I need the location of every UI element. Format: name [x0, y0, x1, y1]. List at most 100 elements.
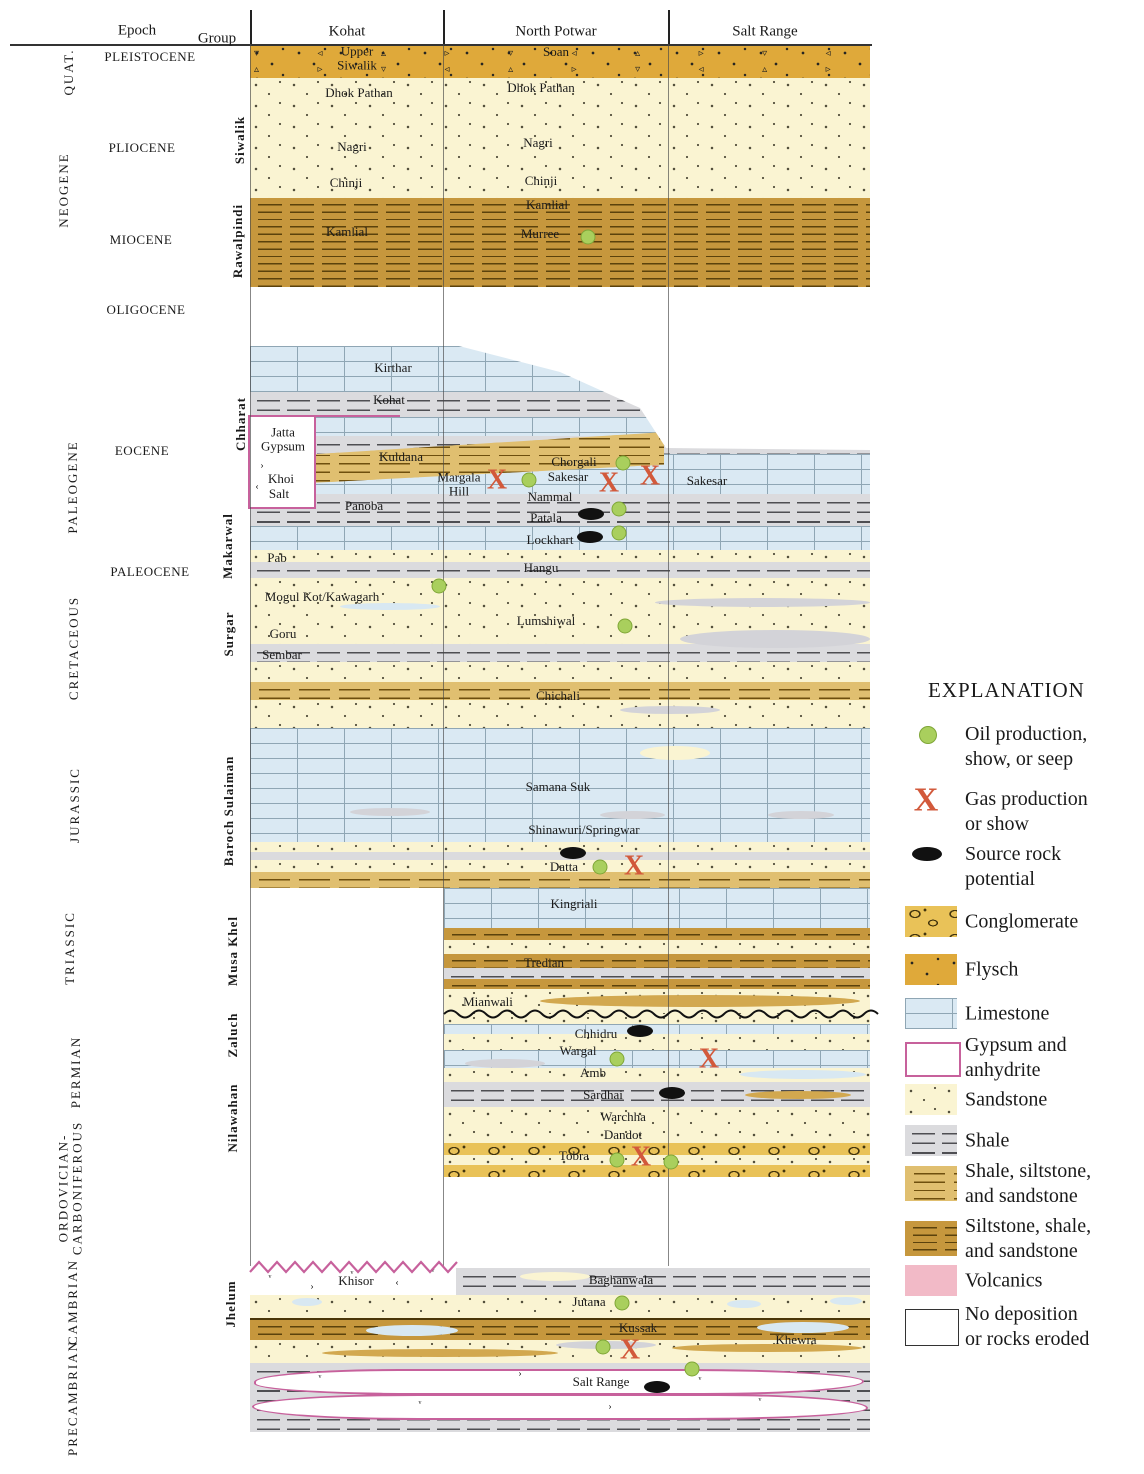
gypsum-mark: ᵛ: [758, 1395, 762, 1407]
formation-label: Nagri: [337, 139, 367, 155]
limestone-lens: [757, 1322, 849, 1333]
formation-label: Jatta Gypsum: [260, 424, 306, 453]
gypsum-mark: ‹: [395, 1277, 399, 1289]
legend-item-label: No deposition or rocks eroded: [965, 1303, 1090, 1350]
formation-label: Khoi: [268, 471, 294, 487]
formation-label: Khewra: [775, 1332, 817, 1348]
legend-swatch-shale: [905, 1125, 957, 1156]
source-symbol: [644, 1381, 670, 1393]
formation-label: Dhok Pathan: [507, 80, 575, 96]
group-label: Zaluch: [225, 1012, 241, 1058]
band-datta-siltstone: [250, 872, 870, 888]
formation-label: Dhok Pathan: [325, 85, 393, 101]
group-label: Surgar: [221, 611, 237, 657]
legend-item-label: Shale: [965, 1129, 1010, 1152]
formation-label: Baghanwala: [588, 1272, 654, 1288]
band-jatta-gypsum: [248, 415, 316, 509]
formation-label: Chhidru: [574, 1026, 618, 1042]
gypsum-mark: ›: [518, 1368, 522, 1380]
gas-symbol: X: [639, 460, 661, 492]
era-label: PRECAMBRIAN: [65, 1340, 81, 1456]
formation-label: Sakesar: [547, 469, 589, 485]
formation-label: Panoba: [344, 498, 384, 514]
formation-label: Margala Hill: [437, 469, 481, 498]
formation-label: Kuldana: [378, 449, 424, 465]
formation-label: Sakesar: [686, 473, 728, 489]
era-label: PALEOGENE: [65, 440, 81, 534]
legend-item-label: Gas production or show: [965, 788, 1088, 835]
source-symbol: [659, 1087, 685, 1099]
header-tick-group: [250, 10, 252, 44]
formation-label: Wargal: [559, 1043, 597, 1059]
khisor-pink-zigzag: [249, 1260, 458, 1274]
gypsum-mark: ᵛ: [698, 1374, 702, 1386]
formation-label: Amb: [580, 1065, 606, 1081]
legend-item-label: Oil production, show, or seep: [965, 723, 1088, 770]
formation-label: Soan: [543, 44, 569, 60]
shale-lens: [768, 811, 834, 819]
oil-symbol: [592, 859, 608, 875]
formation-label: Kohat: [373, 392, 405, 408]
legend-gas-icon: X: [913, 781, 939, 819]
epoch-label: EOCENE: [114, 443, 170, 459]
band-upper-siwalik-flysch: [250, 44, 870, 78]
formation-label: Lockhart: [526, 532, 574, 548]
epoch-label: PLIOCENE: [108, 140, 176, 156]
legend-oil-icon: [919, 726, 937, 744]
era-label: PERMIAN: [68, 1035, 84, 1109]
gypsum-lens-2: [252, 1394, 868, 1420]
formation-label: Chorgali: [551, 454, 597, 470]
siltstone-lens: [745, 1091, 851, 1099]
band-cretaceous-sandstone-lower: [250, 700, 870, 728]
band-tobra-sand-stripe: [444, 1155, 870, 1165]
band-jurassic-shale: [250, 852, 870, 860]
formation-label: Upper Siwalik: [337, 43, 377, 72]
formation-label: Tobra: [558, 1148, 590, 1164]
band-chichali: [250, 682, 870, 700]
era-label: JURASSIC: [67, 767, 83, 843]
formation-label: Samana Suk: [525, 779, 591, 795]
legend-swatch-conglomerate: [905, 906, 957, 937]
column-divider-1: [443, 44, 444, 1266]
oil-symbol: [615, 455, 631, 471]
band-triassic-silt-1: [444, 928, 870, 940]
group-label: Makarwal: [220, 513, 236, 579]
source-symbol: [578, 508, 604, 520]
group-label: Baroch: [221, 819, 237, 867]
band-datta-sandstone: [250, 860, 870, 872]
gypsum-mark: ›: [608, 1401, 612, 1413]
shale-lens: [655, 598, 870, 607]
gypsum-mark: ›: [260, 460, 264, 472]
siltstone-lens: [540, 995, 860, 1007]
formation-label: Chinji: [329, 175, 363, 191]
legend-source-icon: [912, 847, 942, 861]
band-chhidru-sandstone: [444, 1034, 870, 1050]
legend-swatch-flysch: [905, 954, 957, 985]
formation-label: Sardhai: [583, 1087, 623, 1103]
gas-symbol: X: [486, 464, 508, 496]
legend-item-label: Shale, siltstone, and sandstone: [965, 1160, 1092, 1207]
legend-swatch-gypsum: [905, 1042, 961, 1077]
gypsum-mark: ›: [310, 1281, 314, 1293]
band-baghanwala-shale: [456, 1268, 870, 1295]
formation-label: Salt Range: [572, 1374, 630, 1390]
gypsum-mark: ᵛ: [431, 1266, 435, 1278]
group-label: Musa Khel: [225, 915, 241, 987]
formation-label: Kamlial: [326, 224, 368, 240]
oil-symbol: [595, 1339, 611, 1355]
band-triassic-sandstone-1: [444, 940, 870, 954]
unconformity-wavy-line: [443, 1009, 879, 1019]
legend-swatch-volcanics: [905, 1265, 957, 1296]
group-label: Sulaiman: [221, 755, 237, 817]
era-label: ORDOVICIAN- CARBONIFEROUS: [55, 1120, 84, 1256]
legend-item-label: Flysch: [965, 958, 1019, 981]
era-label: NEOGENE: [56, 152, 72, 228]
oil-symbol: [521, 472, 537, 488]
legend-item-label: Volcanics: [965, 1269, 1043, 1292]
gypsum-mark: ᵛ: [418, 1398, 422, 1410]
formation-label: Mogul Kot/Kawagarh: [264, 589, 380, 605]
limestone-lens: [340, 603, 440, 610]
band-chhidru-limestone: [444, 1024, 870, 1034]
formation-label: Murree: [520, 226, 560, 242]
formation-label: Nammal: [527, 489, 573, 505]
